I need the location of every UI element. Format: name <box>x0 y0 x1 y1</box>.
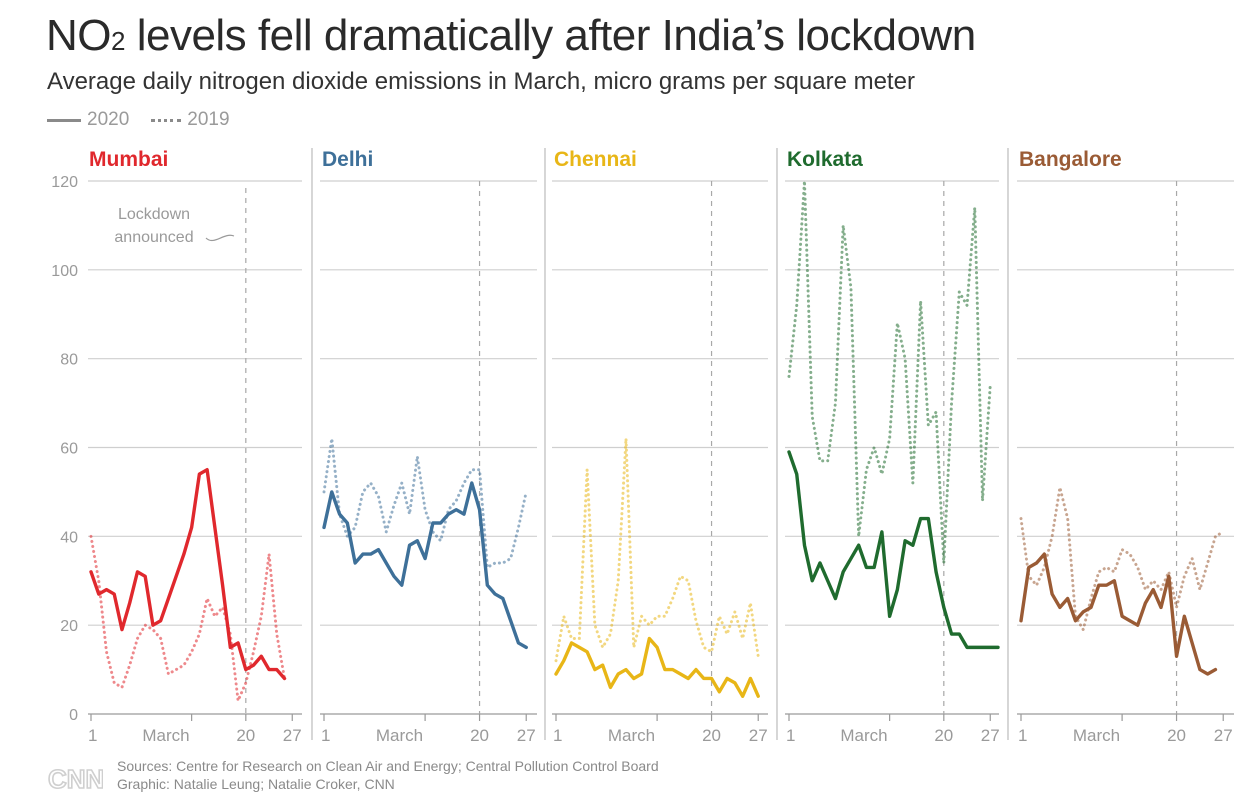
x-tick-label: 20 <box>1167 726 1186 745</box>
y-tick-label: 100 <box>51 263 78 280</box>
panel-title-bangalore: Bangalore <box>1019 148 1122 171</box>
x-tick-label: March <box>840 726 887 745</box>
sources: Sources: Centre for Research on Clean Ai… <box>117 757 659 793</box>
legend-swatch-dotted <box>151 118 182 122</box>
y-tick-label: 120 <box>51 174 78 191</box>
x-tick-label: 27 <box>283 726 302 745</box>
svg-text:CNN: CNN <box>48 764 103 794</box>
series-mumbai-2019 <box>89 534 287 703</box>
x-tick-label: 27 <box>749 726 768 745</box>
sources-line: Sources: Centre for Research on Clean Ai… <box>117 758 659 774</box>
x-tick-label: 1 <box>88 726 97 745</box>
series-chennai-2020 <box>554 636 760 698</box>
cnn-logo-icon: CNN <box>47 763 103 795</box>
x-tick-label: 1 <box>786 726 795 745</box>
x-tick-label: 1 <box>553 726 562 745</box>
x-tick-label: 20 <box>236 726 255 745</box>
title-no: NO <box>46 11 112 60</box>
x-tick-label: 27 <box>981 726 1000 745</box>
legend-label-2019: 2019 <box>187 109 230 130</box>
annotation-arrow-icon <box>205 234 235 242</box>
title-rest: levels fell dramatically after India’s l… <box>124 11 976 60</box>
annotation-line-1: Lockdown <box>118 206 190 223</box>
legend-item-2020: 2020 <box>47 109 129 131</box>
x-tick-label: 27 <box>1214 726 1233 745</box>
panel-title-chennai: Chennai <box>554 148 637 171</box>
chart-subtitle: Average daily nitrogen dioxide emissions… <box>47 68 915 95</box>
graphic-credits: Graphic: Natalie Leung; Natalie Croker, … <box>117 776 395 792</box>
series-delhi-2020 <box>322 481 528 650</box>
series-mumbai-2020 <box>89 468 287 681</box>
x-tick-label: 20 <box>702 726 721 745</box>
series-bangalore-2019 <box>1019 485 1225 632</box>
x-tick-label: 20 <box>934 726 953 745</box>
y-tick-label: 20 <box>60 618 78 635</box>
x-tick-label: March <box>376 726 423 745</box>
legend-item-2019: 2019 <box>151 109 230 131</box>
y-tick-label: 80 <box>60 352 78 369</box>
series-delhi-2019 <box>322 437 528 569</box>
y-tick-label: 0 <box>69 707 78 724</box>
panel-title-delhi: Delhi <box>322 148 373 171</box>
legend: 2020 2019 <box>47 107 252 133</box>
x-tick-label: March <box>608 726 655 745</box>
series-bangalore-2020 <box>1019 552 1218 676</box>
annotation-line-2: announced <box>114 229 193 246</box>
y-tick-label: 40 <box>60 529 78 546</box>
series-kolkata-2020 <box>787 450 1000 650</box>
legend-label-2020: 2020 <box>87 109 130 130</box>
title-subscript: 2 <box>111 26 125 56</box>
series-chennai-2019 <box>554 437 760 663</box>
x-tick-label: March <box>142 726 189 745</box>
x-tick-label: 20 <box>470 726 489 745</box>
panel-title-mumbai: Mumbai <box>89 148 168 171</box>
y-tick-label: 60 <box>60 441 78 458</box>
chart-title: NO2 levels fell dramatically after India… <box>46 8 976 69</box>
x-tick-label: 1 <box>321 726 330 745</box>
x-tick-label: 27 <box>517 726 536 745</box>
legend-swatch-solid <box>47 118 81 122</box>
footer: CNN Sources: Centre for Research on Clea… <box>47 757 659 795</box>
x-tick-label: March <box>1073 726 1120 745</box>
panel-title-kolkata: Kolkata <box>787 148 863 171</box>
series-kolkata-2019 <box>787 179 992 565</box>
x-tick-label: 1 <box>1018 726 1027 745</box>
